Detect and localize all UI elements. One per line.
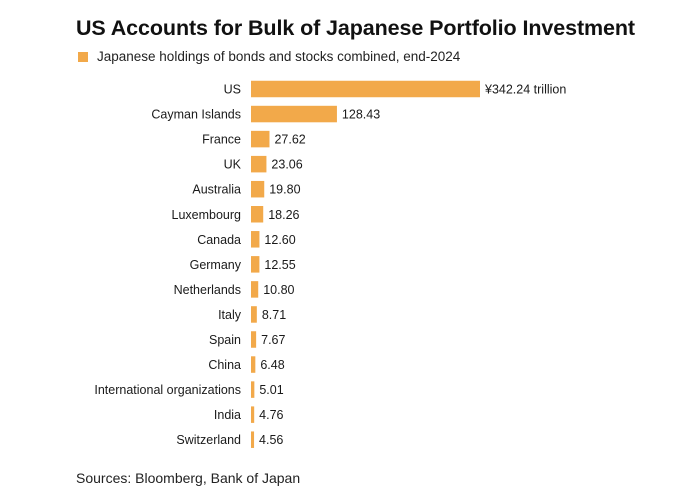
category-label: Germany — [190, 258, 242, 272]
value-label: 7.67 — [261, 333, 285, 347]
value-label: 12.60 — [264, 233, 295, 247]
bar — [251, 231, 260, 248]
chart-title: US Accounts for Bulk of Japanese Portfol… — [76, 16, 635, 40]
value-label: 18.26 — [268, 208, 299, 222]
bar — [251, 105, 337, 123]
category-label: Cayman Islands — [151, 108, 241, 122]
legend-swatch — [78, 51, 88, 62]
bar — [251, 306, 257, 323]
value-label: 27.62 — [274, 133, 305, 147]
value-label: 4.76 — [259, 408, 283, 422]
value-label: 4.56 — [259, 433, 283, 447]
value-label: 8.71 — [262, 308, 286, 322]
value-label: 12.55 — [264, 258, 295, 272]
legend-label: Japanese holdings of bonds and stocks co… — [97, 49, 461, 64]
category-label: Switzerland — [176, 433, 241, 447]
value-label: ¥342.24 trillion — [484, 83, 566, 97]
bar — [251, 431, 255, 448]
category-label: India — [214, 408, 241, 422]
source-note: Sources: Bloomberg, Bank of Japan — [76, 470, 301, 486]
category-label: Spain — [209, 333, 241, 347]
value-label: 128.43 — [342, 108, 380, 122]
bar — [251, 155, 267, 173]
category-label: Netherlands — [174, 283, 241, 297]
value-label: 5.01 — [259, 383, 283, 397]
bar — [251, 356, 256, 373]
category-label: China — [208, 358, 241, 372]
category-label: Australia — [192, 183, 241, 197]
legend: Japanese holdings of bonds and stocks co… — [78, 49, 460, 64]
bars-layer: US ¥342.24 trillion Cayman Islands 128.43 Fr… — [94, 80, 566, 448]
category-label: Italy — [218, 308, 242, 322]
value-label: 10.80 — [263, 283, 294, 297]
bar — [251, 406, 255, 423]
bar — [251, 130, 270, 148]
value-label: 6.48 — [260, 358, 284, 372]
bar — [251, 80, 480, 98]
category-label: Canada — [197, 233, 241, 247]
value-label: 23.06 — [271, 158, 302, 172]
bar — [251, 281, 259, 298]
bar — [251, 331, 257, 348]
category-label: US — [224, 83, 241, 97]
category-label: UK — [224, 158, 242, 172]
bar — [251, 206, 264, 223]
bar — [251, 381, 255, 398]
bar — [251, 256, 260, 273]
category-label: Luxembourg — [172, 208, 242, 222]
category-label: France — [202, 133, 241, 147]
value-label: 19.80 — [269, 183, 300, 197]
category-label: International organizations — [94, 383, 241, 397]
bar — [251, 180, 265, 198]
